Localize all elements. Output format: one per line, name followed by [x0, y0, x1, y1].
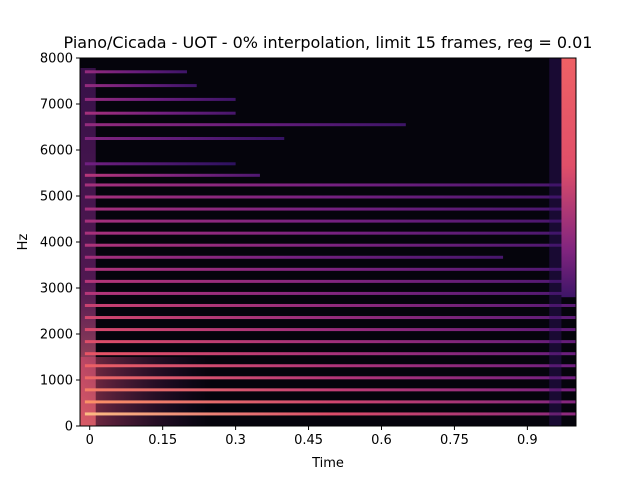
- y-tick-label: 2000: [40, 328, 73, 343]
- harmonic-line: [84, 352, 576, 356]
- harmonic-line: [84, 291, 576, 295]
- low-frequency-energy: [80, 357, 212, 426]
- x-tick-label: 0.15: [148, 433, 177, 448]
- attack-column: [80, 68, 96, 426]
- y-tick-label: 8000: [40, 52, 73, 67]
- harmonic-line: [84, 376, 576, 380]
- x-tick-label: 0.6: [371, 433, 392, 448]
- x-axis: 0 0.15 0.3 0.45 0.6 0.75 0.9: [86, 426, 538, 448]
- harmonic-line: [84, 162, 236, 166]
- x-tick-label: 0.9: [517, 433, 538, 448]
- y-tick-label: 3000: [40, 282, 73, 297]
- y-axis: 0 1000 2000 3000 4000 5000 6000 7000 8000: [40, 52, 80, 435]
- y-tick-label: 4000: [40, 236, 73, 251]
- harmonic-line: [84, 183, 576, 187]
- harmonic-line: [84, 340, 576, 344]
- harmonic-line: [84, 97, 236, 101]
- x-tick-label: 0.45: [294, 433, 323, 448]
- harmonic-line: [84, 328, 576, 332]
- y-tick-label: 7000: [40, 98, 73, 113]
- x-tick-label: 0.3: [225, 433, 246, 448]
- harmonic-line: [84, 137, 285, 140]
- harmonic-line: [84, 84, 197, 88]
- harmonic-line: [84, 388, 576, 392]
- harmonic-line: [84, 231, 576, 235]
- harmonic-line: [84, 255, 504, 259]
- harmonic-line: [84, 70, 187, 74]
- plot-area: [79, 57, 577, 427]
- y-tick-label: 0: [65, 420, 73, 435]
- y-tick-label: 5000: [40, 190, 73, 205]
- y-tick-label: 1000: [40, 374, 73, 389]
- harmonic-line: [84, 316, 576, 320]
- harmonic-line: [84, 219, 576, 223]
- harmonic-line: [84, 111, 236, 115]
- harmonic-line: [84, 243, 576, 247]
- harmonic-line: [84, 123, 406, 127]
- chart-title: Piano/Cicada - UOT - 0% interpolation, l…: [64, 33, 593, 52]
- harmonic-line: [84, 400, 576, 404]
- y-tick-label: 6000: [40, 144, 73, 159]
- cicada-transition-column: [549, 58, 562, 426]
- x-tick-label: 0: [86, 433, 94, 448]
- harmonic-line: [84, 279, 576, 283]
- cicada-band: [561, 58, 576, 298]
- harmonic-line: [84, 195, 576, 199]
- y-axis-label: Hz: [16, 234, 31, 251]
- harmonic-line: [84, 267, 576, 271]
- x-tick-label: 0.75: [440, 433, 469, 448]
- x-axis-label: Time: [311, 456, 344, 471]
- harmonic-line: [84, 303, 576, 307]
- harmonic-line: [84, 364, 576, 368]
- harmonic-line: [84, 412, 576, 416]
- harmonic-line: [84, 207, 576, 211]
- harmonic-line: [84, 173, 260, 177]
